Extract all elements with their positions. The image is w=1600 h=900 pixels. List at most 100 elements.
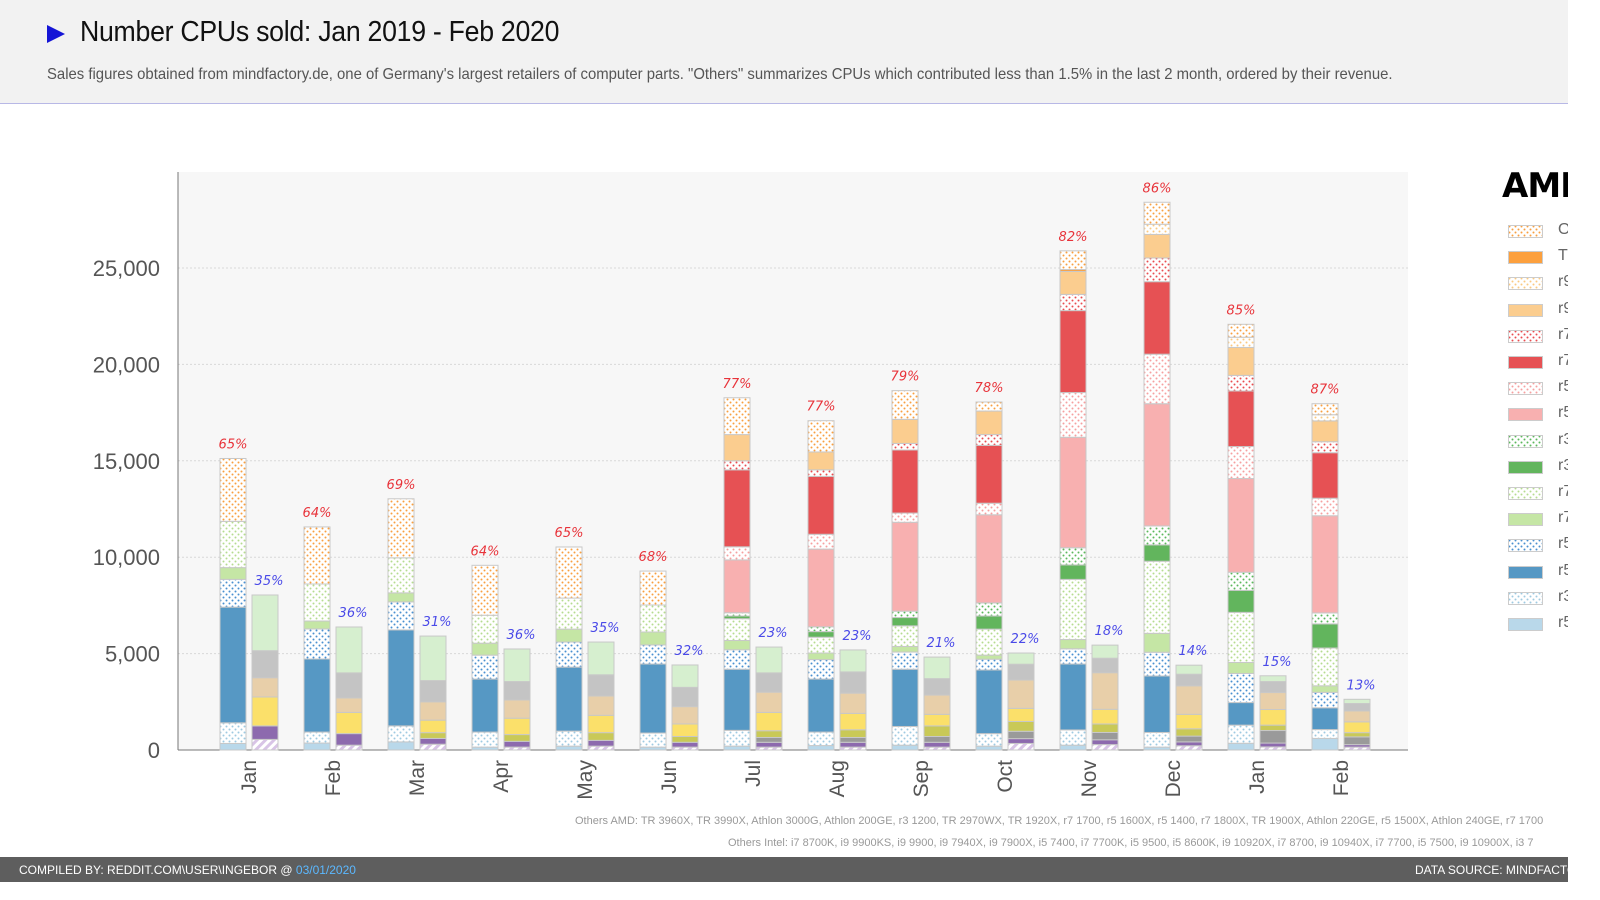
intel-segment[interactable] [839, 692, 867, 714]
amd-segment[interactable] [807, 420, 835, 453]
intel-segment[interactable] [1259, 709, 1287, 726]
intel-segment[interactable] [839, 736, 867, 743]
intel-segment[interactable] [503, 681, 531, 701]
amd-segment[interactable] [1227, 390, 1255, 448]
intel-segment[interactable] [671, 736, 699, 743]
intel-segment[interactable] [1007, 679, 1035, 709]
intel-segment[interactable] [1091, 672, 1119, 710]
intel-segment[interactable] [1259, 742, 1287, 748]
date-link[interactable]: 03/01/2020 [295, 863, 356, 877]
amd-segment[interactable] [639, 570, 667, 606]
intel-segment[interactable] [503, 648, 531, 683]
intel-segment[interactable] [419, 732, 447, 739]
amd-segment[interactable] [387, 557, 415, 594]
intel-segment[interactable] [1007, 730, 1035, 740]
intel-segment[interactable] [419, 635, 447, 682]
intel-segment[interactable] [839, 712, 867, 731]
amd-segment[interactable] [1311, 515, 1339, 614]
amd-segment[interactable] [1227, 374, 1255, 392]
amd-segment[interactable] [723, 639, 751, 651]
intel-segment[interactable] [1091, 739, 1119, 746]
amd-segment[interactable] [1143, 560, 1171, 634]
amd-segment[interactable] [975, 615, 1003, 630]
intel-segment[interactable] [335, 733, 363, 746]
amd-segment[interactable] [639, 631, 667, 646]
intel-segment[interactable] [671, 686, 699, 708]
amd-segment[interactable] [219, 457, 247, 522]
intel-segment[interactable] [503, 734, 531, 742]
amd-segment[interactable] [1311, 691, 1339, 709]
amd-segment[interactable] [1311, 729, 1339, 739]
intel-segment[interactable] [923, 678, 951, 696]
amd-segment[interactable] [807, 659, 835, 680]
intel-segment[interactable] [419, 719, 447, 734]
amd-segment[interactable] [975, 745, 1003, 751]
amd-segment[interactable] [1311, 441, 1339, 454]
intel-segment[interactable] [1343, 703, 1371, 712]
amd-segment[interactable] [219, 520, 247, 569]
intel-segment[interactable] [1259, 730, 1287, 744]
intel-segment[interactable] [419, 743, 447, 751]
amd-segment[interactable] [1143, 525, 1171, 546]
intel-segment[interactable] [587, 739, 615, 747]
amd-segment[interactable] [891, 744, 919, 751]
amd-segment[interactable] [639, 604, 667, 633]
intel-segment[interactable] [251, 594, 279, 652]
amd-segment[interactable] [723, 397, 751, 436]
amd-segment[interactable] [723, 649, 751, 670]
amd-segment[interactable] [1143, 403, 1171, 527]
amd-segment[interactable] [219, 722, 247, 744]
amd-segment[interactable] [1059, 310, 1087, 394]
amd-segment[interactable] [555, 546, 583, 599]
amd-segment[interactable] [1143, 223, 1171, 235]
amd-segment[interactable] [891, 617, 919, 627]
amd-segment[interactable] [1143, 675, 1171, 733]
intel-segment[interactable] [755, 730, 783, 738]
intel-segment[interactable] [1091, 708, 1119, 725]
intel-segment[interactable] [1007, 720, 1035, 732]
intel-segment[interactable] [1091, 657, 1119, 674]
amd-segment[interactable] [975, 410, 1003, 436]
amd-segment[interactable] [1227, 724, 1255, 744]
amd-segment[interactable] [975, 502, 1003, 516]
amd-segment[interactable] [891, 418, 919, 444]
amd-segment[interactable] [471, 642, 499, 656]
amd-segment[interactable] [723, 559, 751, 614]
intel-segment[interactable] [587, 714, 615, 734]
amd-segment[interactable] [471, 564, 499, 616]
amd-segment[interactable] [1227, 346, 1255, 376]
intel-segment[interactable] [671, 741, 699, 748]
amd-segment[interactable] [303, 620, 331, 630]
amd-segment[interactable] [975, 602, 1003, 617]
amd-segment[interactable] [975, 444, 1003, 504]
intel-segment[interactable] [419, 680, 447, 703]
amd-segment[interactable] [387, 592, 415, 603]
amd-segment[interactable] [891, 625, 919, 647]
intel-segment[interactable] [755, 672, 783, 693]
amd-segment[interactable] [723, 729, 751, 747]
amd-segment[interactable] [1227, 571, 1255, 591]
intel-segment[interactable] [1175, 713, 1203, 730]
amd-segment[interactable] [723, 745, 751, 751]
amd-segment[interactable] [387, 741, 415, 751]
intel-segment[interactable] [1007, 652, 1035, 665]
intel-segment[interactable] [1091, 644, 1119, 659]
intel-segment[interactable] [587, 732, 615, 741]
amd-segment[interactable] [639, 732, 667, 748]
intel-segment[interactable] [671, 664, 699, 688]
amd-segment[interactable] [219, 606, 247, 724]
amd-segment[interactable] [387, 498, 415, 559]
amd-segment[interactable] [1227, 702, 1255, 726]
amd-segment[interactable] [555, 745, 583, 751]
amd-segment[interactable] [1311, 623, 1339, 649]
amd-segment[interactable] [1143, 233, 1171, 259]
intel-segment[interactable] [839, 729, 867, 738]
intel-segment[interactable] [1007, 707, 1035, 722]
amd-segment[interactable] [975, 733, 1003, 747]
intel-segment[interactable] [923, 741, 951, 748]
intel-segment[interactable] [251, 738, 279, 751]
amd-segment[interactable] [807, 631, 835, 638]
amd-segment[interactable] [1311, 612, 1339, 625]
amd-segment[interactable] [1059, 547, 1087, 566]
amd-segment[interactable] [1059, 663, 1087, 731]
